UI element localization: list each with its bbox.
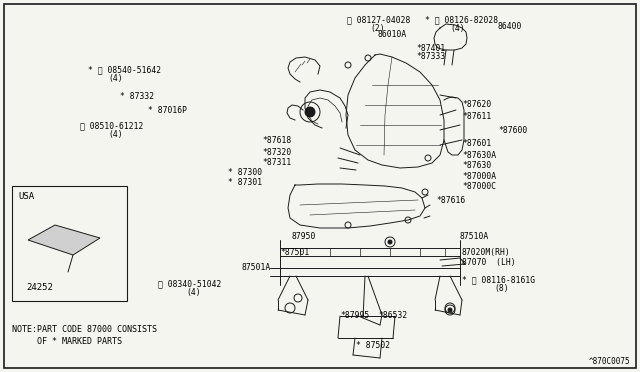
Text: *87501: *87501 bbox=[280, 247, 309, 257]
Text: * 87502: * 87502 bbox=[356, 341, 390, 350]
Text: * Ⓢ 08540-51642: * Ⓢ 08540-51642 bbox=[88, 65, 161, 74]
Text: *87601: *87601 bbox=[462, 138, 492, 148]
Text: (4): (4) bbox=[108, 74, 123, 83]
Text: *87611: *87611 bbox=[462, 112, 492, 121]
Text: ^870C0075: ^870C0075 bbox=[588, 357, 630, 366]
Text: NOTE:PART CODE 87000 CONSISTS: NOTE:PART CODE 87000 CONSISTS bbox=[12, 326, 157, 334]
Text: USA: USA bbox=[18, 192, 34, 201]
Text: * Ⓑ 08126-82028: * Ⓑ 08126-82028 bbox=[425, 16, 498, 25]
Text: *87620: *87620 bbox=[462, 99, 492, 109]
Text: *87320: *87320 bbox=[262, 148, 291, 157]
Text: (8): (8) bbox=[494, 283, 509, 292]
Text: *87311: *87311 bbox=[262, 157, 291, 167]
Text: *87630: *87630 bbox=[462, 160, 492, 170]
Text: Ⓑ 08127-04028: Ⓑ 08127-04028 bbox=[347, 16, 410, 25]
Text: *87995: *87995 bbox=[340, 311, 369, 321]
Text: 87020M(RH): 87020M(RH) bbox=[462, 247, 511, 257]
Text: Ⓢ 08510-61212: Ⓢ 08510-61212 bbox=[80, 122, 143, 131]
Text: 87950: 87950 bbox=[292, 231, 316, 241]
Text: Ⓢ 08340-51042: Ⓢ 08340-51042 bbox=[158, 279, 221, 289]
Text: * 87300: * 87300 bbox=[228, 167, 262, 176]
Text: * Ⓑ 08116-8161G: * Ⓑ 08116-8161G bbox=[462, 276, 535, 285]
Text: *87000C: *87000C bbox=[462, 182, 496, 190]
Text: 87501A: 87501A bbox=[242, 263, 271, 273]
Text: *87616: *87616 bbox=[436, 196, 465, 205]
Text: *87618: *87618 bbox=[262, 135, 291, 144]
Bar bbox=[12, 186, 127, 301]
Text: (2): (2) bbox=[370, 23, 385, 32]
Text: *86532: *86532 bbox=[378, 311, 407, 321]
Text: * 87301: * 87301 bbox=[228, 177, 262, 186]
Text: (4): (4) bbox=[450, 23, 465, 32]
Text: * 87016P: * 87016P bbox=[148, 106, 187, 115]
Text: OF * MARKED PARTS: OF * MARKED PARTS bbox=[12, 337, 122, 346]
Circle shape bbox=[448, 308, 452, 312]
Text: (4): (4) bbox=[186, 288, 200, 296]
Text: 86400: 86400 bbox=[498, 22, 522, 31]
Text: *87630A: *87630A bbox=[462, 151, 496, 160]
Text: 87070  (LH): 87070 (LH) bbox=[462, 257, 516, 266]
Text: 87510A: 87510A bbox=[460, 231, 489, 241]
Circle shape bbox=[305, 107, 315, 117]
Text: 24252: 24252 bbox=[27, 283, 53, 292]
Text: *87333: *87333 bbox=[416, 51, 445, 61]
Text: * 87332: * 87332 bbox=[120, 92, 154, 100]
Text: 86010A: 86010A bbox=[378, 29, 407, 38]
Text: (4): (4) bbox=[108, 129, 123, 138]
Text: *87000A: *87000A bbox=[462, 171, 496, 180]
Text: *87600: *87600 bbox=[498, 125, 527, 135]
Circle shape bbox=[388, 240, 392, 244]
Polygon shape bbox=[28, 225, 100, 255]
Text: *87401: *87401 bbox=[416, 44, 445, 52]
